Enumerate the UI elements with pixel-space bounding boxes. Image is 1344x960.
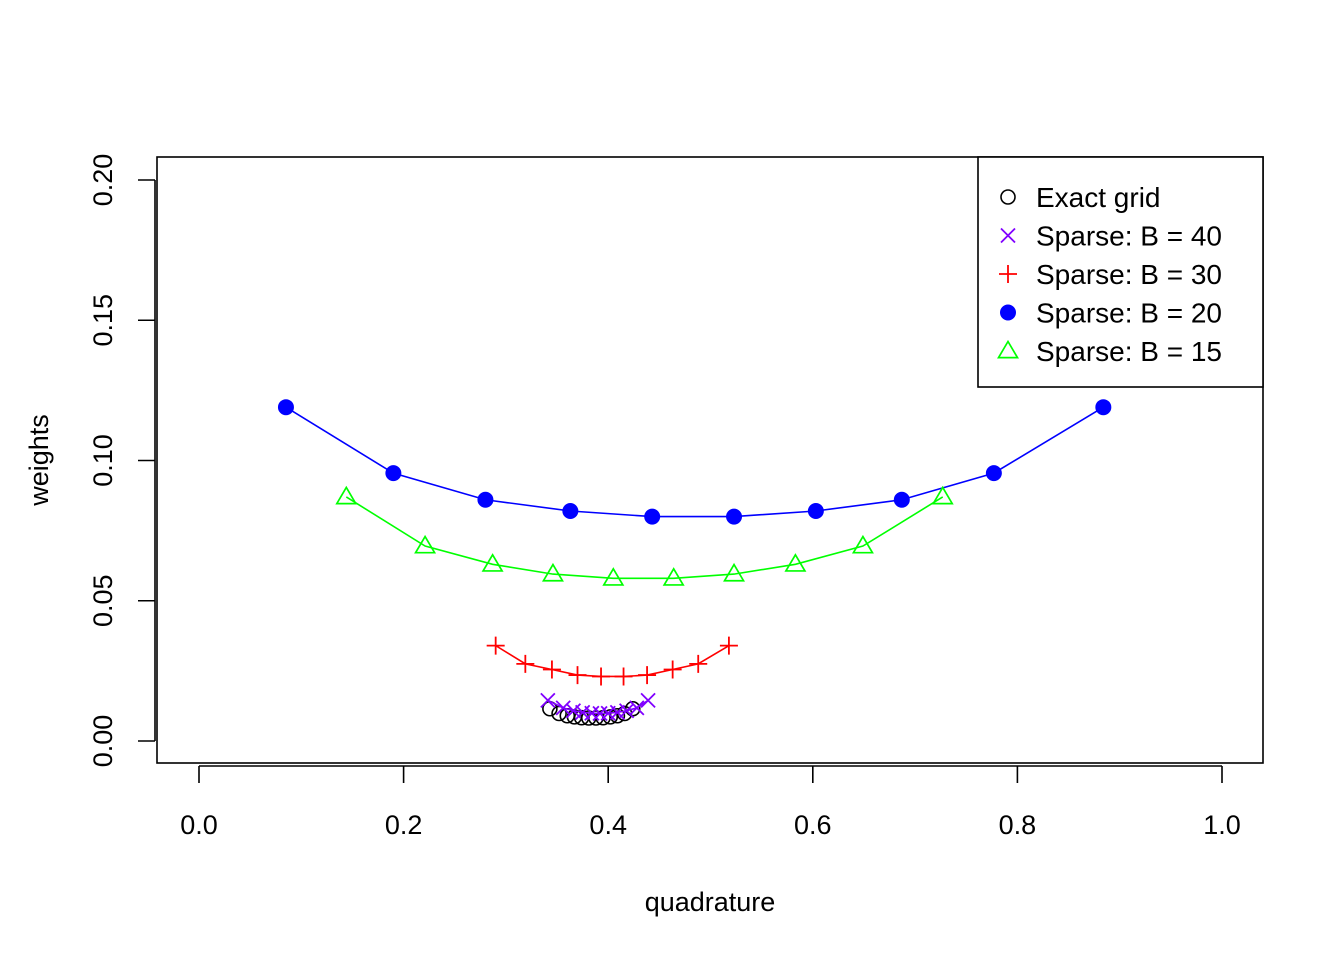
series-2 xyxy=(486,636,738,686)
legend: Exact grid Sparse: B = 40 Sparse: B = 30 Sp… xyxy=(977,156,1264,388)
data-point xyxy=(644,508,661,525)
data-point xyxy=(477,491,494,508)
legend-label: Sparse: B = 30 xyxy=(1036,259,1222,290)
x-axis: 0.0 0.2 0.4 0.6 0.8 1.0 xyxy=(180,765,1241,840)
data-point xyxy=(618,703,635,719)
data-point xyxy=(516,654,535,673)
legend-box xyxy=(977,156,1264,388)
data-point xyxy=(541,562,564,582)
y-tick-label: 0.10 xyxy=(88,434,118,487)
data-point xyxy=(414,534,437,554)
legend-marker xyxy=(1000,304,1016,321)
data-point xyxy=(614,667,633,686)
legend-marker xyxy=(999,265,1017,283)
data-point xyxy=(629,700,645,716)
data-point xyxy=(602,567,625,586)
y-tick-label: 0.05 xyxy=(88,574,118,627)
legend-marker xyxy=(1000,227,1016,244)
legend-label: Sparse: B = 20 xyxy=(1036,298,1222,329)
legend-label: Sparse: B = 15 xyxy=(1036,336,1222,367)
x-tick-label: 0.4 xyxy=(589,810,627,840)
data-point xyxy=(931,485,954,505)
data-point xyxy=(568,666,587,685)
legend-label: Exact grid xyxy=(1036,182,1161,213)
data-point xyxy=(689,654,708,673)
x-tick-label: 1.0 xyxy=(1203,810,1241,840)
series-layer xyxy=(277,399,1112,726)
data-point xyxy=(1095,399,1112,416)
data-point xyxy=(985,465,1002,482)
data-point xyxy=(565,703,582,719)
legend-label: Sparse: B = 40 xyxy=(1036,221,1222,252)
data-point xyxy=(385,465,402,482)
data-point xyxy=(851,534,874,554)
data-point xyxy=(542,660,561,679)
data-point xyxy=(640,692,656,708)
data-point xyxy=(481,553,504,572)
x-tick-label: 0.8 xyxy=(999,810,1037,840)
data-point xyxy=(609,704,626,721)
data-point xyxy=(277,399,294,416)
data-point xyxy=(784,553,807,572)
legend-marker xyxy=(997,339,1019,359)
data-point xyxy=(592,667,611,686)
data-point xyxy=(662,567,685,586)
data-point xyxy=(807,502,824,519)
y-tick-label: 0.00 xyxy=(88,715,118,768)
data-point xyxy=(540,692,556,708)
data-point xyxy=(726,508,743,525)
series-line xyxy=(345,496,944,580)
plot-frame xyxy=(156,156,1264,764)
y-axis-title: weights xyxy=(24,414,54,507)
data-point xyxy=(723,562,746,582)
series-line xyxy=(495,644,730,678)
x-tick-label: 0.0 xyxy=(180,810,218,840)
data-point xyxy=(893,491,910,508)
y-tick-label: 0.15 xyxy=(88,294,118,347)
data-point xyxy=(562,502,579,519)
y-tick-label: 0.20 xyxy=(88,154,118,207)
data-point xyxy=(486,636,505,655)
data-point xyxy=(663,660,682,679)
data-point xyxy=(719,636,738,655)
data-point xyxy=(638,666,657,685)
series-3 xyxy=(277,399,1112,525)
data-point xyxy=(555,700,571,716)
series-4 xyxy=(335,485,954,586)
series-line xyxy=(285,406,1104,518)
x-tick-label: 0.6 xyxy=(794,810,832,840)
data-point xyxy=(335,485,358,505)
series-1 xyxy=(540,692,656,722)
x-tick-label: 0.2 xyxy=(385,810,423,840)
x-axis-title: quadrature xyxy=(645,887,776,917)
y-axis: 0.00 0.05 0.10 0.15 0.20 xyxy=(88,154,156,768)
legend-marker xyxy=(1000,189,1016,205)
